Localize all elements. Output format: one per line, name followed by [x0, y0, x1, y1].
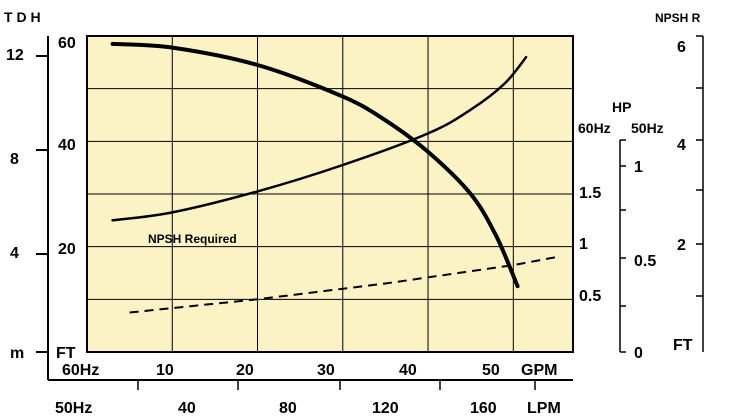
- axis-ticks: [36, 35, 703, 390]
- hp-curve: [129, 256, 557, 314]
- tdh-m-tick: 8: [10, 151, 19, 168]
- hp-axis-title: HP: [612, 99, 631, 115]
- hp-60hz-tick: 1.5: [579, 185, 601, 202]
- gpm-tick: 30: [317, 362, 335, 379]
- gpm-freq-label: 60Hz: [62, 362, 99, 379]
- npsh-unit: FT: [673, 337, 693, 354]
- head-curve: [110, 41, 520, 289]
- gpm-tick: 50: [482, 362, 500, 379]
- left-outer-unit: m: [10, 345, 24, 362]
- npsh-tick: 6: [677, 39, 686, 56]
- lpm-tick: 120: [372, 400, 399, 417]
- npsh-tick: 2: [677, 237, 686, 254]
- tdh-ft-tick: 20: [58, 241, 76, 258]
- lpm-tick: 160: [470, 400, 497, 417]
- hp-50hz-tick: 0: [634, 345, 643, 362]
- hp-60hz-tick: 1: [579, 236, 588, 253]
- hp-50hz-label: 50Hz: [631, 120, 664, 136]
- hp-50hz-tick: 0.5: [634, 253, 656, 270]
- grid: [87, 36, 573, 352]
- npsh-required-label: NPSH Required: [148, 232, 237, 246]
- lpm-unit: LPM: [527, 400, 561, 417]
- lpm-tick: 80: [279, 400, 297, 417]
- tdh-ft-tick: 40: [58, 137, 76, 154]
- lpm-tick: 40: [178, 400, 196, 417]
- gpm-unit: GPM: [521, 362, 557, 379]
- npsh-axis-title: NPSH R: [655, 11, 701, 25]
- tdh-axis-title: T D H: [4, 9, 41, 25]
- tdh-m-tick: 12: [6, 47, 24, 64]
- gpm-tick: 20: [236, 362, 254, 379]
- tdh-ft-tick: 60: [58, 35, 76, 52]
- npsh-curve: [111, 55, 528, 222]
- lpm-freq-label: 50Hz: [55, 400, 92, 417]
- hp-60hz-label: 60Hz: [578, 120, 611, 136]
- gpm-tick: 40: [399, 362, 417, 379]
- npsh-tick: 4: [677, 137, 686, 154]
- tdh-m-tick: 4: [10, 245, 19, 262]
- gpm-tick: 10: [156, 362, 174, 379]
- left-inner-unit: FT: [56, 345, 76, 362]
- hp-60hz-tick: 0.5: [579, 288, 601, 305]
- hp-50hz-tick: 1: [634, 159, 643, 176]
